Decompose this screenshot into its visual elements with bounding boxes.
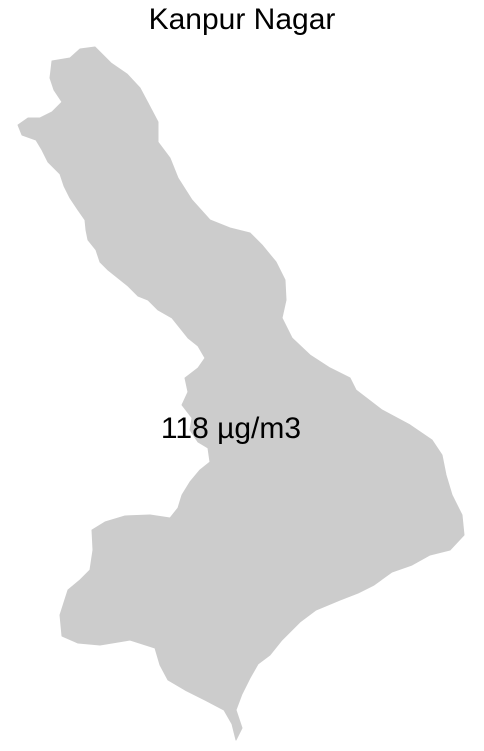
value-label: 118 µg/m3: [160, 412, 302, 445]
map-title: Kanpur Nagar: [148, 3, 336, 36]
district-shape: [17, 46, 465, 741]
